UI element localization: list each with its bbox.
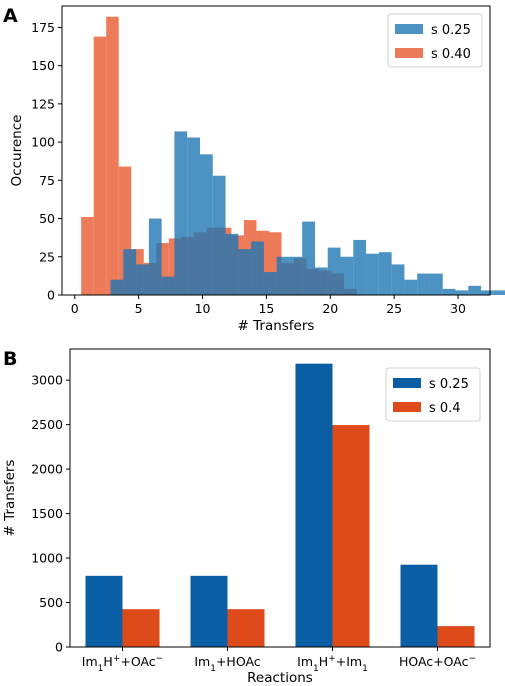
histogram-bar <box>366 253 379 295</box>
histogram-bar <box>340 256 354 295</box>
chart-a: 0 5 10 15 20 25 30 0 25 50 75 100 125 150 175 # Transfe… <box>9 5 505 334</box>
histogram-bar <box>93 36 107 296</box>
histogram-bar <box>391 264 405 295</box>
legend-swatch <box>393 378 421 388</box>
histogram-bar <box>106 16 119 295</box>
y-tick-label: 50 <box>39 211 55 226</box>
legend-label: s 0.40 <box>431 47 471 62</box>
histogram-bar <box>276 256 290 295</box>
bar <box>227 609 265 647</box>
x-tick-label: Im1H++OAc− <box>82 654 163 674</box>
bar <box>190 575 228 647</box>
x-tick-label: 20 <box>322 301 338 316</box>
y-axis-label: # Transfers <box>2 460 18 537</box>
y-tick-label: 75 <box>39 173 55 188</box>
y-tick-label: 175 <box>31 20 55 35</box>
series-s-0-25 <box>85 363 438 647</box>
histogram-bar <box>161 276 175 295</box>
histogram-bar <box>263 272 277 295</box>
y-tick-label: 150 <box>31 58 55 73</box>
plot-frame <box>61 5 491 296</box>
x-tick-label: 30 <box>450 301 466 316</box>
histogram-bar <box>378 252 392 295</box>
bar <box>295 363 333 647</box>
y-tick-label: 1000 <box>31 551 63 566</box>
plot-frame <box>69 348 491 648</box>
panel-b-letter: B <box>3 348 17 370</box>
histogram-bar <box>289 256 303 295</box>
bar <box>332 425 370 647</box>
x-axis-label: # Transfers <box>238 318 315 334</box>
x-tick-label: HOAc+OAc− <box>399 654 476 669</box>
histogram-bar <box>110 279 124 295</box>
x-tick-label: Im1H++Im1 <box>297 654 368 674</box>
histogram-bar <box>327 247 341 295</box>
histogram-bar <box>455 290 469 295</box>
histogram-bar <box>251 241 264 295</box>
x-tick-label: 10 <box>195 301 211 316</box>
legend-label: s 0.25 <box>431 23 471 38</box>
x-tick-label: Im1+HOAc <box>194 654 260 674</box>
legend-label: s 0.4 <box>429 401 461 416</box>
bar <box>85 575 123 647</box>
histogram-bar <box>417 273 430 295</box>
histogram-bar <box>81 217 94 295</box>
histogram-bar <box>404 279 418 295</box>
y-axis-label: Occurence <box>9 115 25 187</box>
x-axis-label: Reactions <box>247 670 313 686</box>
histogram-bar <box>187 137 200 295</box>
histogram-bar <box>123 249 137 295</box>
y-tick-label: 0 <box>55 640 63 655</box>
x-tick-label: 0 <box>71 301 79 316</box>
y-tick-label: 25 <box>39 249 55 264</box>
x-tick-label: 25 <box>386 301 402 316</box>
histogram-bar <box>238 249 252 295</box>
chart-b: Im1H++OAc− Im1+HOAc Im1H++Im1 HOAc+OAc− 0 500… <box>2 348 491 686</box>
bar <box>122 609 160 647</box>
x-tick-label: 15 <box>258 301 274 316</box>
histogram-bar <box>199 154 213 295</box>
y-tick-label: 2000 <box>31 462 63 477</box>
legend: s 0.25 s 0.40 <box>387 13 483 68</box>
x-tick-label: 5 <box>135 301 143 316</box>
histogram-bar <box>442 288 456 295</box>
series-s-0-25 <box>110 131 505 295</box>
legend-label: s 0.25 <box>429 377 469 392</box>
y-tick-label: 0 <box>47 288 55 303</box>
y-tick-label: 125 <box>31 96 55 111</box>
histogram-bar <box>212 175 226 295</box>
histogram-bar <box>136 264 149 295</box>
histogram-bar <box>468 285 482 295</box>
legend-swatch <box>393 402 421 412</box>
histogram-bar <box>314 267 328 295</box>
legend: s 0.25 s 0.4 <box>385 367 481 422</box>
bar <box>437 626 475 647</box>
histogram-bar <box>481 290 494 295</box>
legend-swatch <box>395 24 423 34</box>
histogram-bar <box>429 273 443 295</box>
legend-swatch <box>395 48 423 58</box>
y-tick-label: 500 <box>39 595 63 610</box>
y-tick-label: 3000 <box>31 373 63 388</box>
panel-a-letter: A <box>3 5 18 27</box>
histogram-bar <box>302 221 315 295</box>
histogram-bar <box>493 290 505 295</box>
histogram-bar <box>353 239 367 295</box>
histogram-bar <box>225 233 239 295</box>
y-tick-label: 2500 <box>31 417 63 432</box>
histogram-bar <box>174 131 188 295</box>
series-s-0-4 <box>122 425 475 647</box>
bar <box>400 564 438 647</box>
histogram-bar <box>148 218 162 295</box>
y-tick-label: 1500 <box>31 506 63 521</box>
y-tick-label: 100 <box>31 135 55 150</box>
